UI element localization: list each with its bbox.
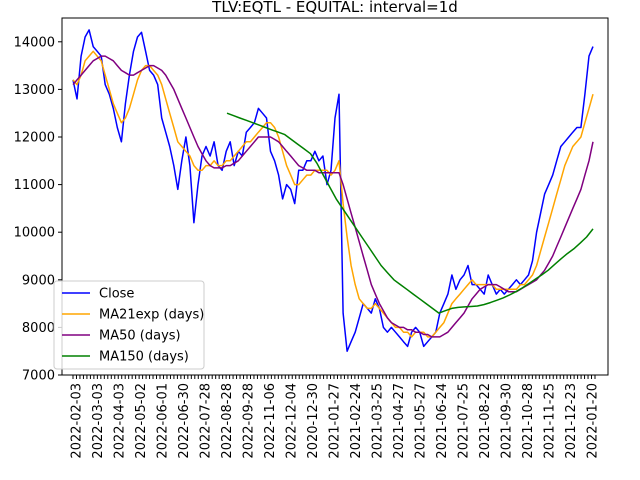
x-tick-label: 2021-11-25: [543, 383, 558, 459]
x-tick-label: 2022-01-20: [586, 383, 601, 459]
legend: Close MA21exp (days) MA50 (days) MA150 (day…: [53, 280, 205, 370]
x-tick-label: 2022-03-03: [91, 383, 106, 459]
series-layer: [72, 29, 594, 352]
legend-entry: MA21exp (days): [62, 308, 204, 323]
legend-label: MA50 (days): [99, 329, 181, 344]
x-tick-label: 2021-12-23: [564, 383, 579, 459]
y-tick-label: 14000: [14, 35, 55, 50]
x-tick-label: 2021-07-25: [457, 383, 472, 459]
x-tick-label: 2022-09-28: [242, 383, 257, 459]
legend-label: MA21exp (days): [99, 308, 204, 323]
x-tick-label: 2021-10-28: [521, 383, 536, 459]
x-tick-label: 2022-07-28: [199, 383, 214, 459]
x-tick-label: 2021-08-22: [478, 383, 493, 459]
x-tick-label: 2021-04-27: [392, 383, 407, 459]
series-line-close: [72, 29, 594, 352]
x-tick-label: 2022-02-03: [70, 383, 85, 459]
x-tick-label: 2022-12-04: [285, 383, 300, 459]
x-tick-label: 2021-02-24: [349, 383, 364, 459]
y-tick-label: 11000: [14, 178, 55, 193]
x-tick-label: 2022-11-06: [263, 383, 278, 459]
x-tick-label: 2022-08-28: [220, 383, 235, 459]
x-axis: 2022-02-03 2022-03-03 2022-04-03 2022-05-02…: [70, 375, 601, 459]
x-tick-label: 2021-06-24: [435, 383, 450, 459]
chart-title: TLV:EQTL - EQUITAL: interval=1d: [211, 0, 458, 16]
y-tick-label: 7000: [22, 369, 55, 384]
legend-entry: MA150 (days): [62, 350, 189, 365]
x-tick-label: 2022-05-02: [134, 383, 149, 459]
x-tick-label: 2021-03-25: [371, 383, 386, 459]
legend-label: MA150 (days): [99, 350, 189, 365]
y-tick-label: 9000: [22, 273, 55, 288]
series-line-ma150: [226, 112, 594, 314]
y-axis: 7000 8000 9000 10000 11000 12000 13000 14000: [14, 35, 62, 384]
legend-entry: Close: [62, 287, 134, 302]
y-tick-label: 10000: [14, 226, 55, 241]
legend-entry: MA50 (days): [62, 329, 181, 344]
x-tick-label: 2022-06-01: [156, 383, 171, 459]
x-tick-label: 2022-04-03: [113, 383, 128, 459]
series-line-ma50: [72, 55, 594, 338]
legend-label: Close: [99, 287, 134, 302]
axes-frame: [61, 17, 609, 376]
y-tick-label: 8000: [22, 321, 55, 336]
x-tick-label: 2021-01-27: [328, 383, 343, 459]
x-tick-label: 2021-05-27: [414, 383, 429, 459]
x-tick-label: 2021-09-30: [500, 383, 515, 459]
legend-box: [53, 280, 205, 370]
x-tick-label: 2022-06-30: [177, 383, 192, 459]
x-tick-label: 2020-12-30: [306, 383, 321, 459]
y-tick-label: 13000: [14, 83, 55, 98]
y-tick-label: 12000: [14, 131, 55, 146]
